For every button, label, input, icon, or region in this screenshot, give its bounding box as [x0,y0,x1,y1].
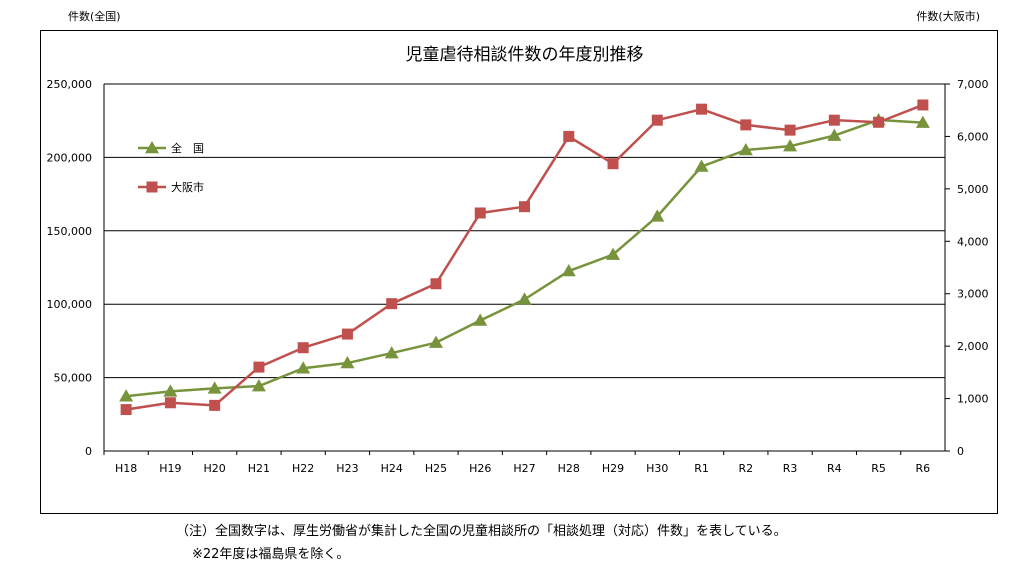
osaka-point [519,201,530,213]
legend-marker [145,141,159,154]
national-point [606,247,621,260]
x-tick-label: H27 [513,462,535,475]
chart-title: 児童虐待相談件数の年度別推移 [406,45,644,65]
x-tick-label: H26 [469,462,491,475]
legend-label: 全 国 [171,141,204,155]
x-tick-label: R5 [871,462,886,475]
osaka-point [873,116,885,128]
osaka-point [563,130,575,142]
x-tick-label: H28 [558,462,580,475]
series-line-osaka [125,103,924,411]
y-right-tick-label: 3,000 [957,288,989,301]
x-tick-label: H18 [115,462,137,475]
national-point [163,384,178,397]
x-tick-label: H19 [159,462,181,475]
osaka-point [828,114,840,126]
national-point [694,159,709,172]
x-tick-label: H29 [602,462,624,475]
osaka-point [341,328,353,340]
y-left-tick-label: 250,000 [47,78,93,91]
national-point [783,139,798,152]
osaka-point [120,404,132,416]
x-tick-label: H25 [425,462,447,475]
x-tick-label: H30 [646,462,668,475]
y-right-tick-label: 2,000 [957,340,989,353]
footnote-1: （注）全国数字は、厚生労働省が集計した全国の児童相談所の「相談処理（対応）件数」… [176,524,787,539]
national-point [738,142,753,156]
osaka-point [651,114,663,126]
osaka-point [253,361,265,373]
national-point [517,292,532,305]
x-tick-label: R3 [783,462,798,475]
x-tick-label: R4 [827,462,842,475]
y-right-tick-label: 1,000 [957,393,989,406]
national-point [296,361,311,374]
national-point [207,381,222,394]
national-point [251,379,266,392]
y-left-tick-label: 200,000 [47,151,93,164]
x-tick-label: H24 [381,462,403,475]
national-point [650,209,665,222]
legend-marker [146,181,158,193]
x-tick-label: H21 [248,462,270,475]
osaka-point [297,342,309,354]
national-point [915,115,930,128]
chart-frame [40,30,998,514]
osaka-point [696,103,708,115]
x-tick-label: R1 [694,462,709,475]
y-left-tick-label: 0 [85,445,92,458]
osaka-point [430,278,442,290]
right-axis-unit-label: 件数(大阪市) [916,10,980,23]
national-point [428,335,443,348]
national-point [119,389,134,402]
osaka-point [474,207,486,219]
footnote-2: ※22年度は福島県を除く。 [192,547,350,562]
y-right-tick-label: 0 [957,445,964,458]
x-tick-label: H22 [292,462,314,475]
y-right-tick-label: 7,000 [957,78,989,91]
national-point [473,313,488,326]
y-right-tick-label: 4,000 [957,235,989,248]
national-point [340,356,355,369]
osaka-point [740,119,752,131]
left-axis-unit-label: 件数(全国) [68,10,121,23]
osaka-point [607,158,619,170]
x-tick-label: H23 [336,462,358,475]
y-left-tick-label: 50,000 [54,372,93,385]
y-left-tick-label: 150,000 [47,225,93,238]
x-tick-label: R2 [738,462,753,475]
y-left-tick-label: 100,000 [47,298,93,311]
national-point [561,264,576,277]
y-right-tick-label: 6,000 [957,130,989,143]
x-tick-label: H20 [204,462,226,475]
osaka-point [386,298,398,310]
osaka-point [784,124,796,136]
osaka-point [917,99,929,111]
y-right-tick-label: 5,000 [957,183,989,196]
osaka-point [209,399,221,411]
national-point [384,346,399,359]
national-point [827,128,842,141]
x-tick-label: R6 [916,462,931,475]
series-line-national [125,118,923,398]
legend-label: 大阪市 [171,180,204,194]
osaka-point [164,397,176,409]
